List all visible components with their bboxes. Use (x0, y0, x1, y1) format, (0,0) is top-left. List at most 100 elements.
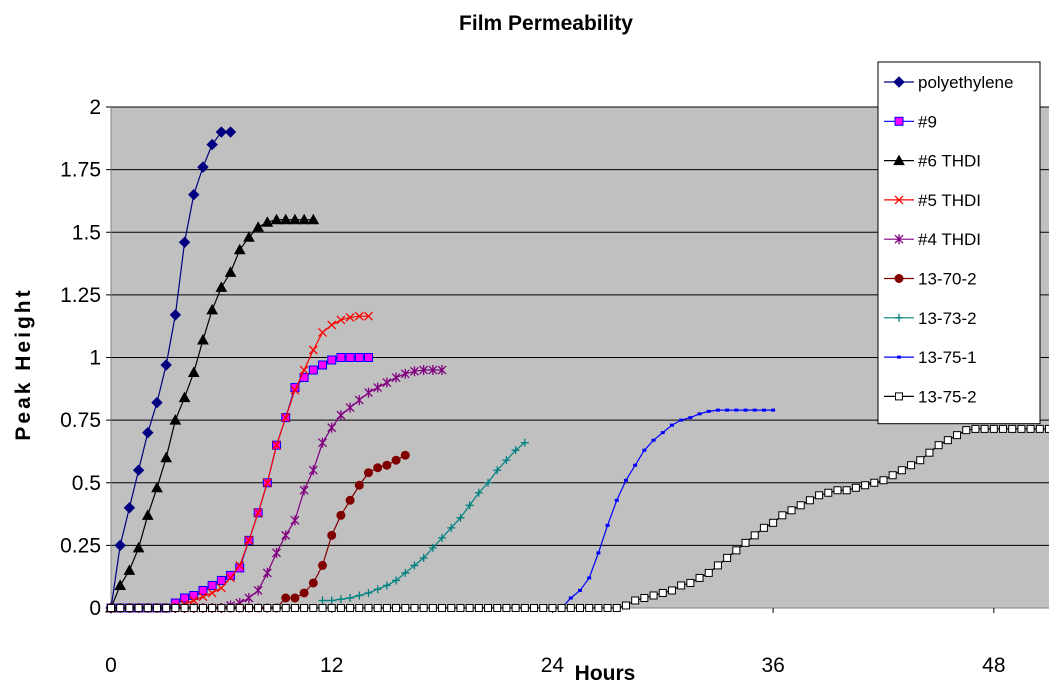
y-axis-title: Peak Height (12, 287, 35, 440)
data-point-8-33 (907, 461, 916, 470)
data-point-6-22 (520, 438, 529, 447)
data-point-5-19 (281, 593, 291, 603)
data-point-7-4 (587, 576, 592, 580)
data-point-8-37 (943, 436, 952, 445)
data-point-7-18 (715, 408, 720, 412)
legend-marker-2 (893, 154, 905, 166)
data-point-6-7 (382, 581, 391, 590)
x-axis-title: Hours (575, 662, 636, 681)
data-point-7-7 (614, 498, 619, 502)
y-tick-label-3: 0.75 (60, 409, 101, 432)
data-point-8-fill-8.5 (263, 604, 272, 612)
data-point-5-21 (299, 588, 309, 598)
data-point-8-fill-7 (235, 604, 244, 612)
data-point-3-10 (198, 592, 208, 602)
legend-label-1: #9 (918, 112, 937, 131)
data-point-3-27 (354, 311, 364, 321)
data-point-8-fill-11 (309, 604, 318, 612)
data-point-8-fill-23.5 (539, 604, 548, 612)
data-point-7-16 (697, 412, 702, 416)
data-point-3-9 (189, 596, 199, 605)
data-point-3-28 (364, 311, 373, 321)
data-point-8-fill-23 (530, 604, 539, 612)
data-point-6-21 (511, 446, 520, 455)
data-point-5-23 (318, 560, 328, 570)
data-point-7-11 (651, 438, 656, 442)
x-tick-label-4: 48 (982, 654, 1005, 677)
data-point-8-6 (658, 588, 667, 597)
data-point-0-1 (114, 539, 126, 552)
data-point-2-21 (298, 213, 310, 225)
data-point-8-fill-20 (474, 604, 483, 612)
data-point-8-fill-2.5 (152, 604, 161, 612)
data-point-8-17 (759, 523, 768, 532)
data-point-8-42 (989, 424, 998, 433)
data-point-1-11 (207, 580, 217, 590)
data-point-6-10 (410, 561, 419, 570)
data-point-8-fill-19.5 (465, 604, 474, 612)
data-point-8-fill-0 (107, 604, 115, 612)
data-point-5-22 (308, 578, 318, 588)
data-point-2-16 (252, 221, 264, 232)
data-point-7-2 (568, 596, 573, 600)
data-point-4-32 (400, 368, 410, 379)
data-point-8-fill-21.5 (502, 604, 511, 612)
data-point-8-fill-26 (585, 604, 594, 612)
data-point-0-3 (132, 464, 145, 476)
data-point-8-fill-5.5 (208, 604, 217, 612)
data-point-6-12 (428, 543, 437, 552)
data-point-6-4 (355, 591, 364, 600)
data-point-6-15 (456, 513, 465, 522)
data-point-8-fill-22 (511, 604, 520, 612)
data-point-4-28 (364, 387, 373, 398)
data-point-2-17 (261, 216, 274, 227)
data-point-7-13 (669, 423, 674, 427)
legend-marker-5 (894, 274, 904, 283)
data-point-1-8 (180, 593, 190, 603)
data-point-8-fill-4.5 (189, 604, 198, 612)
data-point-1-9 (189, 590, 199, 600)
legend-box (877, 61, 1041, 425)
data-point-8-29 (870, 478, 879, 487)
data-point-2-14 (233, 243, 246, 255)
data-point-6-14 (447, 523, 456, 532)
y-axis-ticks: 0 0.25 0.5 0.75 1 1.25 1.5 1.75 2 (60, 96, 111, 620)
y-tick-label-1: 0.25 (60, 534, 101, 557)
data-point-4-30 (382, 377, 392, 388)
data-point-2-13 (224, 266, 237, 277)
data-point-8-fill-6 (217, 604, 226, 612)
data-point-0-10 (197, 161, 209, 173)
data-point-8-fill-11.5 (318, 604, 327, 612)
data-point-8-fill-10.5 (300, 604, 309, 612)
data-point-8-fill-13.5 (355, 604, 364, 612)
data-point-4-23 (318, 437, 327, 448)
data-point-8-41 (980, 424, 989, 433)
data-point-5-25 (336, 510, 346, 520)
data-point-8-39 (962, 426, 971, 435)
data-point-3-11 (207, 588, 217, 598)
data-point-0-5 (151, 396, 163, 409)
data-point-0-12 (215, 126, 228, 138)
data-point-7-24 (771, 408, 776, 412)
data-point-8-fill-16 (401, 604, 410, 612)
data-point-2-4 (141, 509, 154, 520)
data-point-4-36 (437, 365, 447, 376)
data-point-4-20 (290, 515, 300, 526)
data-point-4-19 (281, 530, 291, 541)
data-point-8-22 (805, 496, 814, 505)
data-point-3-14 (235, 560, 245, 570)
data-point-6-18 (484, 478, 493, 487)
legend-marker-1 (894, 116, 904, 126)
x-tick-label-2: 24 (541, 654, 565, 677)
data-point-2-6 (160, 451, 173, 463)
data-point-5-30 (382, 460, 392, 470)
data-point-5-28 (363, 468, 373, 478)
data-point-8-10 (695, 573, 704, 582)
data-point-8-fill-10 (290, 604, 299, 612)
data-point-4-25 (336, 410, 346, 421)
series-2 (105, 213, 320, 613)
y-tick-label-6: 1.5 (72, 221, 101, 244)
data-point-8-fill-13 (346, 604, 355, 612)
data-point-6-6 (373, 585, 382, 594)
